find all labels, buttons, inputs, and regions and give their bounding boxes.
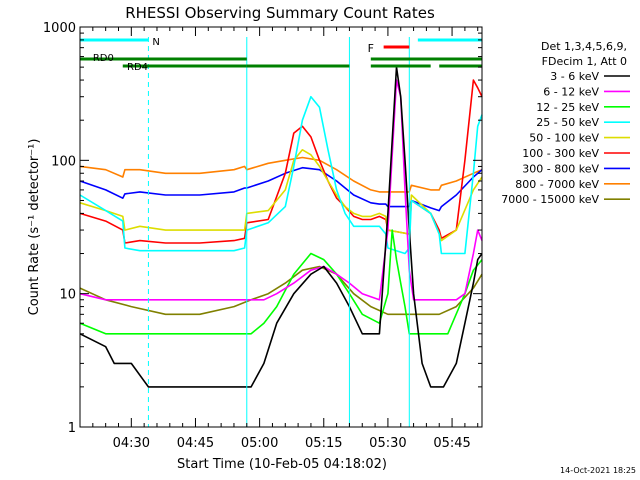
y-tick-label: 10: [59, 288, 76, 303]
y-tick-label: 1: [68, 421, 76, 436]
plot-frame: [79, 26, 483, 428]
x-tick-label: 05:15: [305, 436, 342, 451]
legend-items: 3 - 6 keV 6 - 12 keV 12 - 25 keV 25 - 50 ke…: [501, 70, 630, 206]
legend-header-line-2: FDecim 1, Att 0: [542, 55, 627, 68]
rd0-label: RD0: [93, 53, 114, 64]
x-tick-label: 05:30: [369, 436, 406, 451]
y-axis-label: Count Rate (s⁻¹ detector⁻¹): [27, 139, 42, 316]
legend-header-line-1: Det 1,3,4,5,6,9,: [541, 40, 627, 53]
series-line-1: [79, 79, 483, 301]
legend-label-5: 100 - 300 keV: [522, 147, 599, 160]
series-line-4: [79, 149, 483, 242]
series-line-7: [79, 156, 483, 193]
chart-title: RHESSI Observing Summary Count Rates: [125, 4, 435, 22]
series-line-8: [79, 265, 483, 316]
series-line-0: [79, 66, 483, 388]
series-line-3: [79, 95, 483, 255]
flare-label: F: [368, 42, 374, 55]
series-line-2: [79, 229, 483, 335]
x-axis-label: Start Time (10-Feb-05 04:18:02): [177, 457, 387, 472]
series-line-6: [79, 166, 483, 212]
legend-label-8: 7000 - 15000 keV: [501, 193, 599, 206]
x-tick-label: 04:45: [177, 436, 214, 451]
legend-label-0: 3 - 6 keV: [550, 70, 599, 83]
legend-label-1: 6 - 12 keV: [543, 85, 599, 98]
legend: Det 1,3,4,5,6,9, FDecim 1, Att 0 3 - 6 k…: [501, 40, 630, 206]
legend-label-6: 300 - 800 keV: [522, 162, 599, 175]
legend-label-3: 25 - 50 keV: [536, 116, 599, 129]
footer-date: 14-Oct-2021 18:25: [560, 466, 636, 475]
x-tick-label: 04:30: [113, 436, 150, 451]
axis-layer: 1 10 100 1000 04:30 04:45 05:00 05:15 05:30 05:45: [43, 21, 482, 451]
x-tick-label: 05:45: [433, 436, 470, 451]
x-tick-label: 05:00: [241, 436, 278, 451]
series-line-5: [79, 79, 483, 244]
night-label: N: [152, 37, 159, 48]
y-tick-label: 100: [51, 154, 76, 169]
legend-label-7: 800 - 7000 keV: [515, 178, 599, 191]
legend-label-2: 12 - 25 keV: [536, 101, 599, 114]
y-tick-label: 1000: [43, 21, 76, 36]
rd4-label: RD4: [127, 62, 148, 73]
data-layer: [79, 66, 483, 388]
legend-label-4: 50 - 100 keV: [529, 132, 599, 145]
